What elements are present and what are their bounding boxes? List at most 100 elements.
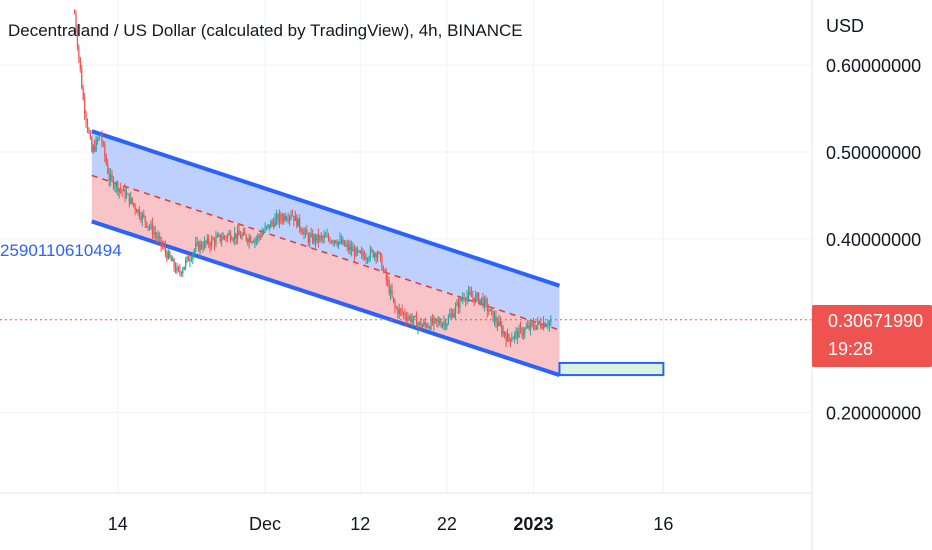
- candle-body: [392, 296, 395, 301]
- candle-body: [277, 215, 279, 223]
- candle-body: [518, 327, 520, 338]
- candle-body: [442, 323, 444, 327]
- candle-body: [102, 142, 105, 145]
- candle-body: [472, 296, 474, 298]
- candle-body: [159, 236, 161, 238]
- candle-body: [303, 231, 305, 235]
- candle-body: [92, 146, 94, 152]
- candle-body: [110, 174, 112, 181]
- candle-body: [265, 226, 268, 228]
- candle-body: [160, 237, 162, 246]
- candle-countdown: 19:28: [828, 339, 874, 359]
- candle-body: [423, 322, 425, 326]
- candle-body: [352, 249, 354, 252]
- time-tick-label: 16: [653, 514, 673, 534]
- candle-body: [538, 321, 540, 324]
- candle-body: [491, 308, 493, 311]
- candle-body: [185, 260, 187, 267]
- candle-body: [316, 234, 318, 242]
- candle-body: [150, 223, 152, 227]
- candle-body: [114, 186, 116, 188]
- target-box[interactable]: [558, 361, 665, 377]
- candle-body: [407, 317, 409, 321]
- candle-body: [455, 305, 457, 313]
- candle-body: [85, 113, 87, 122]
- candle-body: [107, 164, 109, 174]
- candle-body: [462, 298, 464, 300]
- candle-body: [433, 318, 435, 324]
- candle-body: [358, 250, 360, 252]
- candle-body: [278, 214, 281, 223]
- candle-body: [449, 315, 451, 318]
- candle-body: [172, 259, 174, 262]
- price-axis-ticks[interactable]: 0.60000000 0.50000000 0.40000000 0.20000000: [826, 56, 921, 423]
- channel-upper-line[interactable]: [91, 129, 561, 288]
- candle-body: [276, 215, 278, 219]
- candle-body: [141, 214, 144, 220]
- candle-body: [192, 253, 194, 259]
- candle-body: [232, 239, 234, 241]
- candle-body: [137, 209, 139, 213]
- candle-body: [535, 325, 538, 330]
- candle-body: [443, 321, 445, 324]
- candle-body: [241, 235, 243, 239]
- candle-body: [186, 256, 188, 261]
- candle-body: [95, 139, 97, 151]
- candle-body: [488, 310, 490, 312]
- candle-body: [239, 235, 242, 239]
- candle-body: [378, 252, 380, 254]
- candle-body: [143, 214, 145, 217]
- candle-body: [101, 135, 103, 143]
- candle-body: [254, 239, 256, 243]
- candle-body: [437, 320, 439, 322]
- candle-body: [343, 240, 346, 246]
- candle-body: [400, 308, 402, 311]
- candle-body: [515, 331, 517, 334]
- candle-body: [540, 323, 542, 328]
- candle-body: [387, 279, 389, 282]
- candle-body: [353, 249, 356, 257]
- candle-body: [203, 241, 206, 249]
- candle-body: [537, 321, 539, 326]
- channel-lower-line[interactable]: [91, 219, 561, 377]
- candle-body: [175, 267, 177, 272]
- candle-body: [304, 229, 307, 232]
- candle-body: [257, 235, 259, 240]
- candle-body: [427, 326, 429, 328]
- candle-body: [76, 30, 79, 47]
- currency-label: USD: [826, 16, 864, 36]
- candle-body: [524, 328, 526, 334]
- candle-body: [140, 216, 142, 220]
- candle-body: [335, 240, 337, 244]
- candle-body: [479, 299, 481, 304]
- candle-body: [117, 182, 119, 192]
- candle-body: [297, 218, 299, 227]
- candle-body: [521, 328, 523, 336]
- candle-body: [456, 302, 458, 306]
- candle-body: [88, 129, 90, 133]
- candle-body: [404, 313, 406, 318]
- candle-body: [391, 289, 393, 297]
- candle-body: [322, 236, 324, 239]
- candle-body: [216, 235, 219, 238]
- candle-body: [493, 316, 496, 322]
- candle-body: [429, 326, 431, 330]
- candle-body: [264, 227, 266, 232]
- candle-body: [541, 327, 543, 329]
- candles-group: [73, 9, 552, 348]
- candle-body: [506, 334, 509, 342]
- candle-body: [238, 230, 240, 236]
- candle-body: [418, 321, 421, 324]
- candle-body: [271, 221, 273, 223]
- candle-body: [459, 298, 461, 309]
- candle-body: [446, 323, 448, 327]
- candle-body: [534, 326, 536, 330]
- candle-body: [280, 214, 282, 219]
- candle-body: [134, 205, 136, 210]
- candle-body: [496, 322, 499, 326]
- time-axis-ticks[interactable]: 14 Dec 12 22 2023 16: [108, 514, 674, 534]
- candle-body: [509, 338, 512, 342]
- candle-body: [133, 203, 135, 206]
- candle-body: [348, 244, 350, 250]
